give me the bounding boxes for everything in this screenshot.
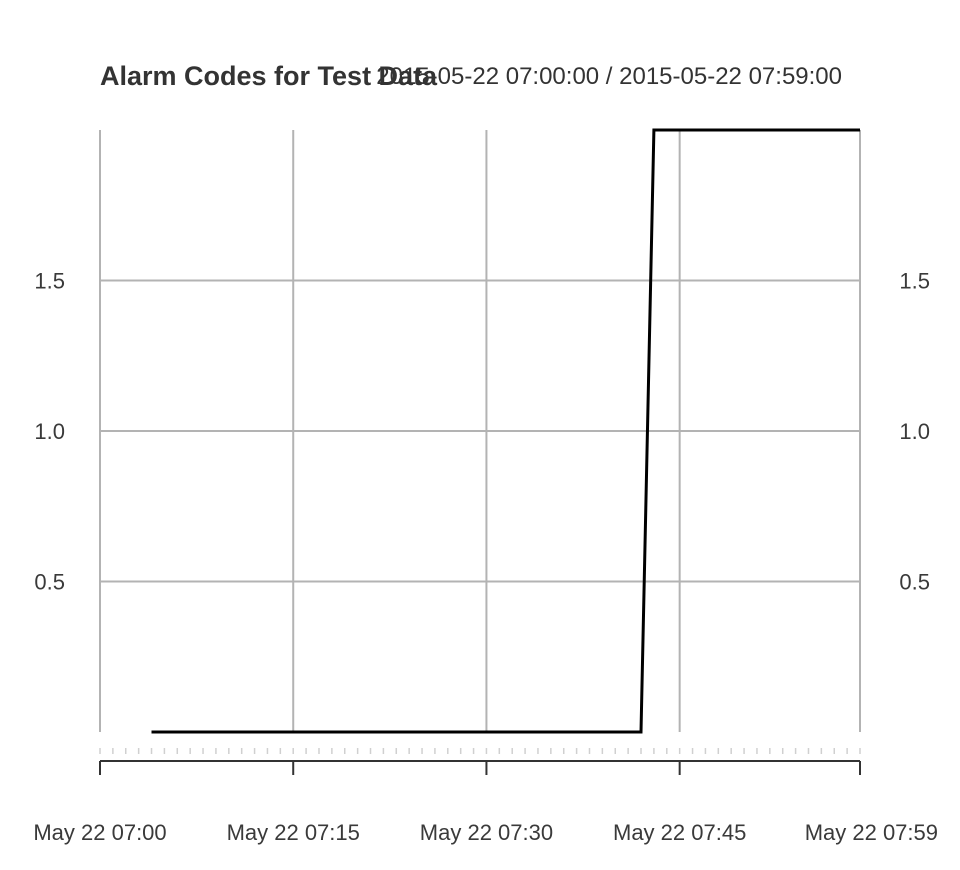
y-tick-label-right: 1.0 xyxy=(899,419,930,444)
x-tick-label: May 22 07:15 xyxy=(227,820,360,845)
y-tick-label-left: 1.0 xyxy=(34,419,65,444)
y-tick-label-right: 1.5 xyxy=(899,269,930,294)
x-tick-label: May 22 07:30 xyxy=(420,820,553,845)
tick-labels: 0.5 0.5 1.0 1.0 1.5 1.5 May 22 07:00 May 22 07:… xyxy=(33,269,938,846)
series-line xyxy=(151,128,860,734)
y-tick-label-right: 0.5 xyxy=(899,570,930,595)
series-layer xyxy=(151,128,860,734)
x-tick-label: May 22 07:00 xyxy=(33,820,166,845)
x-axis xyxy=(99,748,861,775)
grid-layer xyxy=(99,129,861,732)
y-tick-label-left: 0.5 xyxy=(34,570,65,595)
date-range-label: 2015-05-22 07:00:00 / 2015-05-22 07:59:0… xyxy=(376,63,842,90)
chart-title: Alarm Codes for Test Data xyxy=(100,61,438,91)
y-tick-label-left: 1.5 xyxy=(34,269,65,294)
x-tick-label: May 22 07:59 xyxy=(805,820,938,845)
x-tick-label: May 22 07:45 xyxy=(613,820,746,845)
